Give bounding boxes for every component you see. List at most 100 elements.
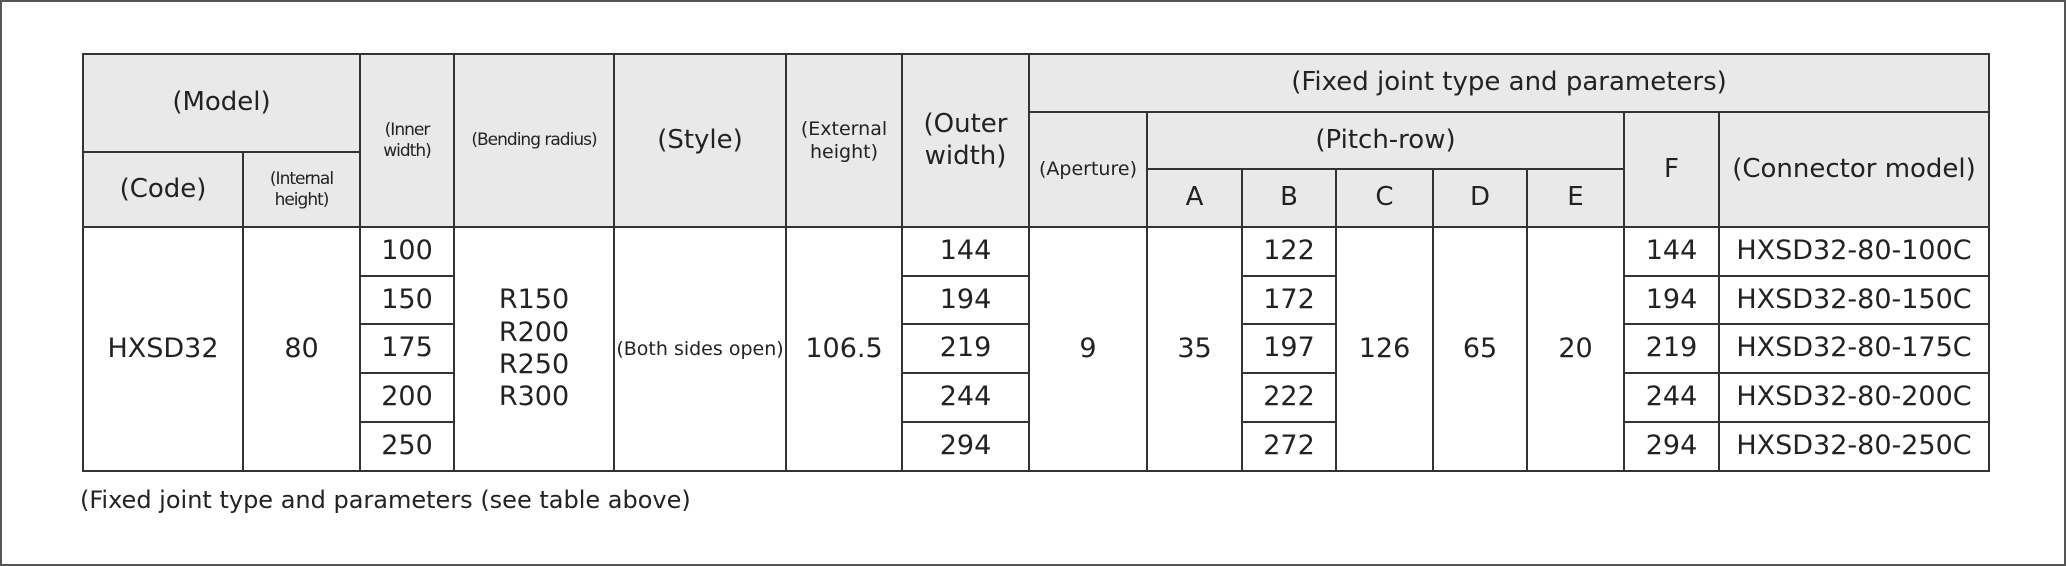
cell-text: (Model) [172, 87, 271, 118]
body-cell: 20 [1526, 226, 1625, 472]
cell-text: (Outer width) [923, 109, 1008, 171]
cell-text: 219 [1645, 332, 1698, 364]
cell-text: (Internal height) [269, 169, 334, 210]
header-cell: (Connector model) [1718, 111, 1990, 228]
cell-text: (Both sides open) [616, 337, 784, 360]
body-cell: HXSD32-80-150C [1718, 275, 1990, 325]
header-cell: (Style) [613, 53, 787, 228]
body-cell: 250 [359, 421, 455, 472]
cell-text: 222 [1263, 381, 1315, 413]
header-cell: (Inner width) [359, 53, 455, 228]
cell-text: 144 [1645, 235, 1698, 267]
cell-text: (Aperture) [1039, 158, 1137, 181]
cell-text: 194 [1645, 283, 1698, 315]
cell-text: 122 [1263, 235, 1315, 267]
body-cell: HXSD32-80-175C [1718, 323, 1990, 374]
cell-text: R150 [498, 284, 570, 316]
body-cell: 175 [359, 323, 455, 374]
cell-text: HXSD32-80-150C [1736, 283, 1972, 315]
body-cell: 144 [1623, 226, 1720, 277]
cell-text: 197 [1263, 332, 1315, 364]
cell-text: 250 [381, 430, 433, 462]
cell-text: R250 [498, 349, 570, 380]
header-cell: (Aperture) [1028, 111, 1148, 228]
body-cell: 100 [359, 226, 455, 277]
cell-text: A [1185, 182, 1204, 213]
body-cell: 219 [901, 323, 1030, 374]
body-cell: 272 [1241, 421, 1337, 472]
cell-text: 65 [1462, 332, 1498, 364]
footnote: (Fixed joint type and parameters (see ta… [80, 486, 691, 514]
header-cell: D [1432, 168, 1528, 228]
cell-text: F [1664, 153, 1679, 184]
cell-text: 150 [381, 283, 433, 315]
cell-text: 219 [939, 332, 992, 364]
cell-text: 9 [1079, 332, 1097, 364]
body-cell: 9 [1028, 226, 1148, 472]
cell-text: 194 [939, 283, 992, 315]
body-cell: HXSD32-80-250C [1718, 421, 1990, 472]
header-cell: F [1623, 111, 1720, 228]
header-cell: (Outer width) [901, 53, 1030, 228]
header-cell: A [1146, 168, 1243, 228]
body-cell: 194 [1623, 275, 1720, 325]
cell-text: 175 [381, 332, 433, 364]
cell-text: 272 [1263, 430, 1315, 462]
cell-text: 106.5 [805, 332, 883, 364]
cell-text: (Fixed joint type and parameters) [1291, 67, 1727, 98]
cell-text: D [1469, 182, 1491, 213]
cell-text: 244 [939, 381, 992, 413]
cell-text: (External height) [800, 117, 888, 163]
body-cell: 172 [1241, 275, 1337, 325]
body-cell: R150 R200 R250 R300 [453, 226, 615, 472]
header-cell: E [1526, 168, 1625, 228]
cell-text: 20 [1558, 332, 1593, 364]
body-cell: 80 [242, 226, 361, 472]
header-cell: (External height) [785, 53, 903, 228]
cell-text: (Code) [119, 173, 207, 204]
cell-text: (Inner width) [383, 120, 432, 161]
body-cell: 219 [1623, 323, 1720, 374]
body-cell: 197 [1241, 323, 1337, 374]
body-cell: 200 [359, 372, 455, 423]
body-cell: 122 [1241, 226, 1337, 277]
body-cell: 150 [359, 275, 455, 325]
header-cell: (Bending radius) [453, 53, 615, 228]
cell-text: E [1567, 182, 1584, 213]
cell-text: 35 [1177, 332, 1212, 364]
header-cell: (Internal height) [242, 151, 361, 228]
cell-text: 144 [939, 235, 992, 267]
body-cell: (Both sides open) [613, 226, 787, 472]
header-cell: (Code) [82, 151, 244, 228]
cell-text: B [1280, 182, 1298, 213]
header-cell: (Model) [82, 53, 361, 153]
body-cell: 35 [1146, 226, 1243, 472]
body-cell: 106.5 [785, 226, 903, 472]
cell-text: HXSD32-80-175C [1736, 332, 1972, 364]
cell-text: C [1375, 182, 1394, 213]
body-cell: HXSD32-80-100C [1718, 226, 1990, 277]
cell-text: 294 [939, 430, 992, 462]
header-cell: B [1241, 168, 1337, 228]
cell-text: (Connector model) [1732, 153, 1976, 184]
cell-text: HXSD32-80-250C [1736, 430, 1972, 462]
header-cell: C [1335, 168, 1434, 228]
body-cell: 222 [1241, 372, 1337, 423]
body-cell: 244 [901, 372, 1030, 423]
cell-text: HXSD32-80-200C [1736, 381, 1972, 413]
cell-text: 172 [1263, 283, 1315, 315]
cell-text: 200 [381, 381, 433, 413]
cell-text: (Style) [657, 124, 743, 155]
cell-text: 80 [284, 332, 319, 364]
body-cell: 126 [1335, 226, 1434, 472]
cell-text: 126 [1358, 332, 1411, 364]
body-cell: 144 [901, 226, 1030, 277]
cell-text: 100 [381, 235, 433, 267]
cell-text: (Pitch-row) [1315, 124, 1456, 155]
body-cell: 294 [901, 421, 1030, 472]
body-cell: 65 [1432, 226, 1528, 472]
body-cell: 194 [901, 275, 1030, 325]
cell-text: HXSD32-80-100C [1736, 235, 1972, 267]
body-cell: HXSD32-80-200C [1718, 372, 1990, 423]
